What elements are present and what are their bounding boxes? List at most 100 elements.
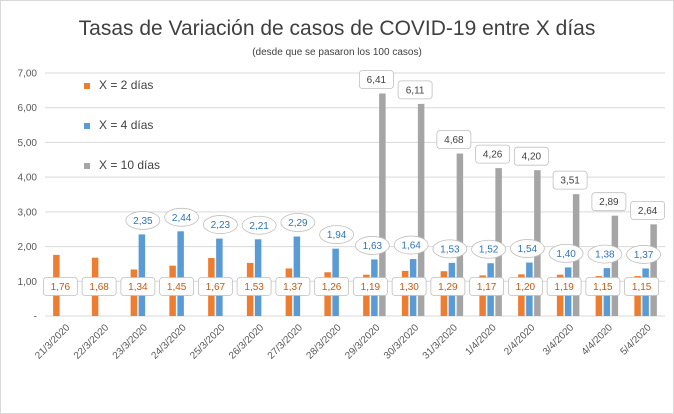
data-label-bubble xyxy=(159,277,195,296)
data-label-bubble xyxy=(120,277,156,296)
data-label: 1,45 xyxy=(167,282,187,293)
data-label-bubble xyxy=(354,236,390,255)
data-label-bubble xyxy=(358,70,394,89)
data-label: 1,53 xyxy=(244,282,264,293)
y-tick-label: - xyxy=(34,312,37,323)
data-label: 1,29 xyxy=(438,282,458,293)
y-tick-label: 3,00 xyxy=(18,207,38,218)
data-label-bubble xyxy=(275,277,311,296)
y-tick-label: 4,00 xyxy=(18,173,38,184)
data-label-bubble xyxy=(471,239,507,259)
data-label: 1,17 xyxy=(477,282,497,293)
data-label-bubble xyxy=(546,277,582,296)
data-label-bubble xyxy=(319,225,355,245)
bar xyxy=(650,224,657,316)
data-label: 4,26 xyxy=(483,150,503,161)
bar xyxy=(595,276,603,316)
data-label: 1,15 xyxy=(593,282,613,293)
data-label: 1,34 xyxy=(128,282,148,293)
bar xyxy=(634,276,641,316)
y-tick-label: 7,00 xyxy=(18,69,38,80)
data-label-bubble xyxy=(393,235,429,255)
data-label-bubble xyxy=(197,277,233,296)
bar xyxy=(138,234,146,316)
data-label-bubble xyxy=(591,192,627,212)
data-label: 2,44 xyxy=(172,213,192,224)
x-tick-label: 21/3/2020 xyxy=(33,322,73,362)
data-label-bubble xyxy=(42,277,78,296)
legend-label: X = 4 días xyxy=(99,118,153,132)
y-tick-label: 5,00 xyxy=(18,138,38,149)
x-tick-label: 29/3/2020 xyxy=(343,322,383,362)
data-label-bubble xyxy=(626,245,662,264)
data-label: 1,37 xyxy=(283,282,303,293)
data-label: 1,76 xyxy=(51,282,71,293)
data-label-bubble xyxy=(585,277,621,296)
data-label-bubble xyxy=(125,211,161,230)
data-label: 1,26 xyxy=(322,282,342,293)
y-tick-label: 1,00 xyxy=(18,277,38,288)
data-label: 1,54 xyxy=(518,244,538,255)
data-label: 1,40 xyxy=(556,249,576,260)
data-label: 2,23 xyxy=(211,220,231,231)
x-tick-label: 1/4/2020 xyxy=(463,322,499,358)
data-label: 1,63 xyxy=(363,241,383,252)
y-tick-label: 2,00 xyxy=(18,242,38,253)
data-label-bubble xyxy=(391,277,427,296)
data-label-bubble xyxy=(469,277,505,296)
data-label: 4,20 xyxy=(522,152,542,163)
data-label-bubble xyxy=(352,277,388,296)
data-label: 2,35 xyxy=(133,216,153,227)
data-label: 1,19 xyxy=(554,282,574,293)
x-tick-label: 25/3/2020 xyxy=(188,322,228,362)
x-tick-label: 22/3/2020 xyxy=(72,322,112,362)
data-label-bubble xyxy=(164,207,200,227)
data-label: 1,67 xyxy=(206,282,226,293)
legend-swatch xyxy=(84,83,90,89)
data-label-bubble xyxy=(624,277,660,296)
data-label: 1,30 xyxy=(399,282,419,293)
x-tick-label: 31/3/2020 xyxy=(421,322,461,362)
data-label: 1,37 xyxy=(634,250,654,261)
bar xyxy=(293,236,301,316)
bar xyxy=(177,231,184,316)
data-label-bubble xyxy=(507,277,543,296)
data-label: 2,21 xyxy=(249,221,269,232)
x-tick-label: 27/3/2020 xyxy=(266,322,306,362)
legend-swatch xyxy=(84,123,90,129)
data-label: 6,41 xyxy=(367,75,387,86)
chart-subtitle: (desde que se pasaron los 100 casos) xyxy=(252,47,422,58)
bar xyxy=(379,93,386,316)
x-tick-label: 28/3/2020 xyxy=(305,322,345,362)
y-tick-label: 6,00 xyxy=(18,103,38,114)
data-label-bubble xyxy=(548,243,584,263)
data-label-bubble xyxy=(81,277,117,296)
data-label: 2,64 xyxy=(638,206,658,217)
data-label: 2,29 xyxy=(288,218,308,229)
data-label: 1,64 xyxy=(401,241,421,252)
data-label: 1,53 xyxy=(440,244,460,255)
data-label-bubble xyxy=(587,244,623,264)
data-label-bubble xyxy=(236,277,272,296)
data-label: 2,89 xyxy=(599,197,619,208)
data-label: 1,52 xyxy=(479,245,499,256)
data-label: 1,38 xyxy=(595,250,615,261)
data-label-bubble xyxy=(397,80,433,100)
data-label: 1,68 xyxy=(89,282,109,293)
data-label-bubble xyxy=(552,170,588,190)
bar xyxy=(611,215,619,316)
x-tick-label: 23/3/2020 xyxy=(111,322,151,362)
x-tick-label: 26/3/2020 xyxy=(227,322,267,362)
data-label-bubble xyxy=(241,215,277,235)
data-label: 1,20 xyxy=(516,282,536,293)
data-label: 1,94 xyxy=(327,230,347,241)
x-tick-label: 24/3/2020 xyxy=(150,322,190,362)
legend-swatch xyxy=(84,163,90,169)
data-label-bubble xyxy=(630,200,666,220)
data-label-bubble xyxy=(430,277,466,296)
data-label-bubble xyxy=(202,215,238,234)
x-tick-label: 5/4/2020 xyxy=(618,322,654,358)
data-label: 3,51 xyxy=(560,176,580,187)
